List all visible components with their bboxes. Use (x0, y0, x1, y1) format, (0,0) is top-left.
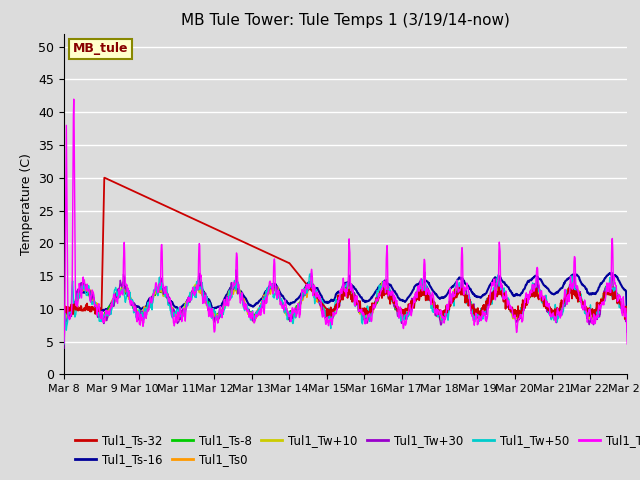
Title: MB Tule Tower: Tule Temps 1 (3/19/14-now): MB Tule Tower: Tule Temps 1 (3/19/14-now… (181, 13, 510, 28)
Y-axis label: Temperature (C): Temperature (C) (20, 153, 33, 255)
Legend: Tul1_Ts-32, Tul1_Ts-16, Tul1_Ts-8, Tul1_Ts0, Tul1_Tw+10, Tul1_Tw+30, Tul1_Tw+50,: Tul1_Ts-32, Tul1_Ts-16, Tul1_Ts-8, Tul1_… (70, 430, 640, 471)
Text: MB_tule: MB_tule (72, 42, 128, 55)
